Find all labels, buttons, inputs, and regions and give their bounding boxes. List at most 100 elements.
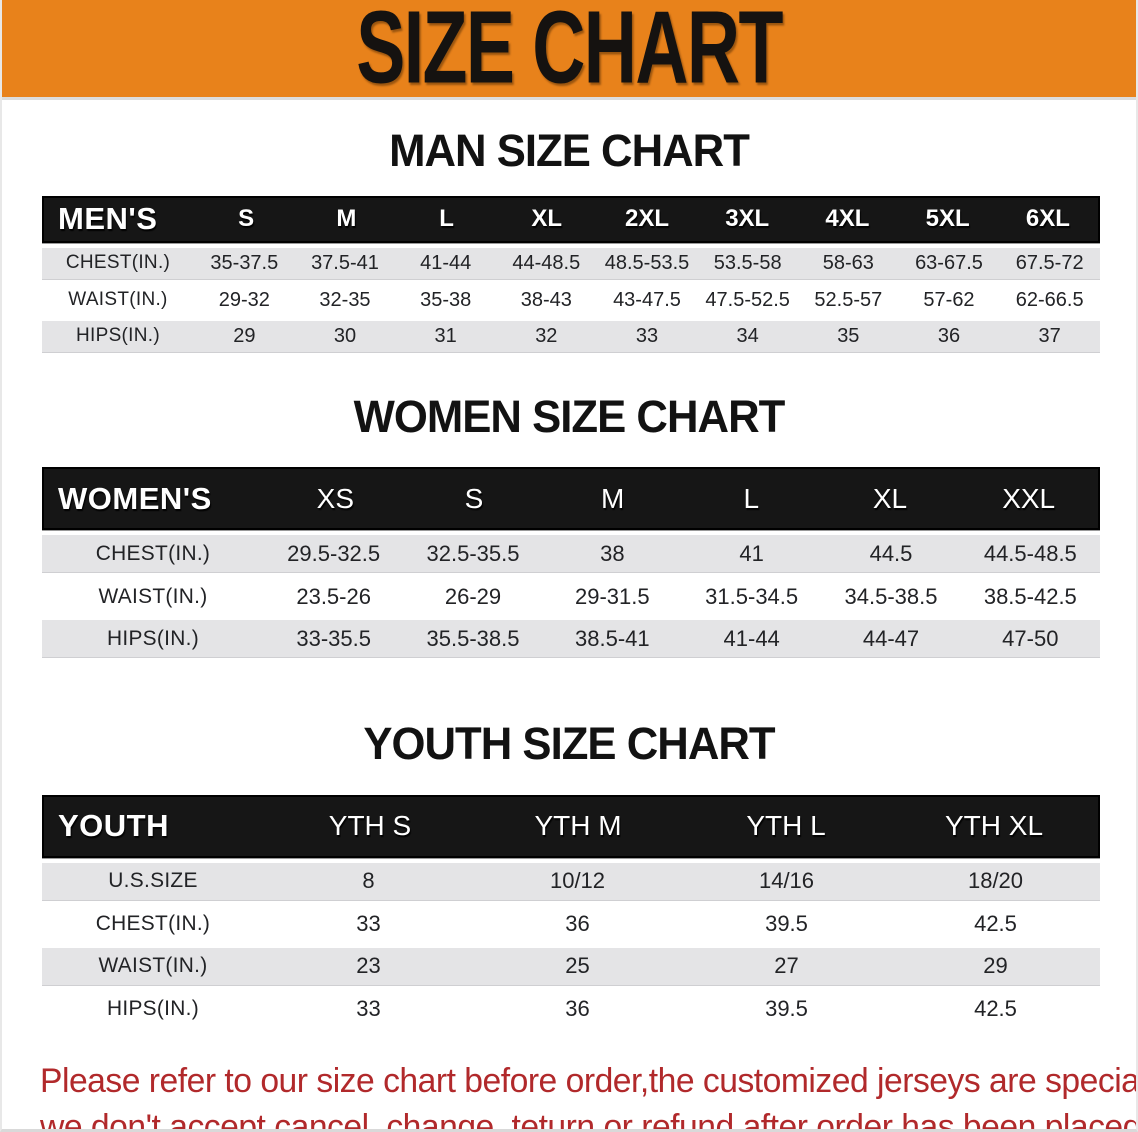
section-women: WOMEN SIZE CHART WOMEN'S XS S M L XL XXL CHEST(… <box>2 358 1136 658</box>
size-value-cell: 44-48.5 <box>512 251 581 274</box>
column-header: S <box>464 482 484 514</box>
size-value-cell: 63-67.5 <box>915 251 983 274</box>
size-value-cell: 44.5 <box>869 540 913 566</box>
size-value-cell: 47-50 <box>1002 625 1059 651</box>
column-header: M <box>336 205 357 232</box>
column-header: L <box>743 482 760 514</box>
column-header: XL <box>872 482 908 514</box>
size-value-cell: 14/16 <box>758 868 815 893</box>
size-value-cell: 10/12 <box>549 868 606 893</box>
column-header: XS <box>316 482 354 514</box>
table-header-row: YOUTH YTH S YTH M YTH L YTH XL <box>42 794 1100 858</box>
row-label: HIPS(IN.) <box>106 626 200 650</box>
table-row: WAIST(IN.) 23 25 27 29 <box>42 947 1100 986</box>
size-value-cell: 32-35 <box>319 288 371 311</box>
size-value-cell: 38.5-42.5 <box>983 583 1077 609</box>
size-value-cell: 32.5-35.5 <box>426 540 520 566</box>
section-youth: YOUTH SIZE CHART YOUTH YTH S YTH M YTH L YTH… <box>2 663 1136 1028</box>
table-header-label: MEN'S <box>58 201 158 236</box>
row-label: WAIST(IN.) <box>68 289 168 310</box>
size-value-cell: 31.5-34.5 <box>705 583 799 609</box>
size-value-cell: 35 <box>837 324 860 347</box>
size-value-cell: 31 <box>434 324 457 347</box>
size-value-cell: 27 <box>774 953 799 978</box>
table-header-row: WOMEN'S XS S M L XL XXL <box>42 467 1100 530</box>
column-header: 6XL <box>1025 205 1070 232</box>
size-value-cell: 35.5-38.5 <box>426 625 520 651</box>
size-value-cell: 42.5 <box>974 996 1017 1021</box>
row-label: U.S.SIZE <box>108 869 198 892</box>
size-value-cell: 29-31.5 <box>575 583 650 609</box>
row-label: HIPS(IN.) <box>106 997 200 1020</box>
size-value-cell: 33 <box>356 996 381 1021</box>
column-header: YTH L <box>746 810 826 841</box>
size-value-cell: 18/20 <box>967 868 1024 893</box>
table-row: CHEST(IN.) 29.5-32.5 32.5-35.5 38 41 44.5 44.5… <box>42 535 1100 573</box>
size-value-cell: 62-66.5 <box>1015 288 1084 311</box>
table-row: U.S.SIZE 8 10/12 14/16 18/20 <box>42 862 1100 901</box>
size-value-cell: 53.5-58 <box>713 251 782 274</box>
column-header: YTH M <box>534 810 622 841</box>
table-row: WAIST(IN.) 23.5-26 26-29 29-31.5 31.5-34.5 34… <box>42 578 1100 615</box>
size-value-cell: 47.5-52.5 <box>705 288 790 311</box>
size-value-cell: 37 <box>1038 324 1061 347</box>
disclaimer-line-1: Please refer to our size chart before or… <box>40 1061 1138 1100</box>
women-section-title: WOMEN SIZE CHART <box>353 390 786 442</box>
size-value-cell: 52.5-57 <box>814 288 883 311</box>
page-title: SIZE CHART <box>356 0 783 106</box>
column-header: 4XL <box>825 205 870 232</box>
row-label: WAIST(IN.) <box>98 584 208 608</box>
size-value-cell: 36 <box>937 324 961 347</box>
size-value-cell: 39.5 <box>765 911 808 936</box>
size-value-cell: 26-29 <box>444 583 502 609</box>
row-label: CHEST(IN.) <box>95 541 211 565</box>
column-header: 2XL <box>624 205 669 232</box>
size-value-cell: 42.5 <box>974 911 1017 936</box>
column-header: XL <box>531 205 563 232</box>
section-men: MAN SIZE CHART MEN'S S M L XL 2XL 3XL 4XL 5XL 6XL… <box>2 100 1136 353</box>
size-value-cell: 8 <box>362 868 375 893</box>
size-value-cell: 37.5-41 <box>311 251 379 274</box>
table-header-row: MEN'S S M L XL 2XL 3XL 4XL 5XL 6XL <box>42 195 1100 243</box>
table-header-label: WOMEN'S <box>58 480 212 516</box>
size-value-cell: 32 <box>535 324 558 347</box>
size-value-cell: 38.5-41 <box>575 625 650 651</box>
disclaimer: Please refer to our size chart before or… <box>40 1058 1138 1132</box>
table-row: HIPS(IN.) 33 36 39.5 42.5 <box>42 990 1100 1028</box>
size-value-cell: 33 <box>635 324 659 347</box>
table-row: HIPS(IN.) 29 30 31 32 33 34 35 36 37 <box>42 320 1100 353</box>
men-size-table: MEN'S S M L XL 2XL 3XL 4XL 5XL 6XL CHEST(IN.) 35-37… <box>42 195 1100 353</box>
column-header: S <box>238 205 255 232</box>
size-value-cell: 36 <box>565 996 590 1021</box>
row-label: CHEST(IN.) <box>95 912 211 935</box>
column-header: YTH XL <box>944 810 1044 841</box>
size-value-cell: 48.5-53.5 <box>604 251 690 274</box>
table-row: HIPS(IN.) 33-35.5 35.5-38.5 38.5-41 41-44 44-… <box>42 620 1100 658</box>
size-value-cell: 39.5 <box>765 996 808 1021</box>
size-value-cell: 33 <box>356 911 381 936</box>
youth-size-table: YOUTH YTH S YTH M YTH L YTH XL U.S.SIZE 8 10/12… <box>42 794 1100 1028</box>
size-value-cell: 34 <box>736 324 759 347</box>
youth-section-title: YOUTH SIZE CHART <box>363 718 775 769</box>
table-row: CHEST(IN.) 33 36 39.5 42.5 <box>42 905 1100 943</box>
size-value-cell: 34.5-38.5 <box>844 583 938 609</box>
column-header: 5XL <box>925 205 970 232</box>
size-value-cell: 44-47 <box>862 625 920 651</box>
banner: SIZE CHART <box>2 0 1136 105</box>
size-value-cell: 35-37.5 <box>210 251 279 274</box>
size-value-cell: 58-63 <box>822 251 874 274</box>
size-value-cell: 29 <box>233 324 256 347</box>
size-value-cell: 41-44 <box>420 251 472 274</box>
size-value-cell: 38 <box>600 540 625 566</box>
table-row: WAIST(IN.) 29-32 32-35 35-38 38-43 43-47.5 47.… <box>42 284 1100 316</box>
column-header: 3XL <box>725 205 770 232</box>
men-section-title: MAN SIZE CHART <box>389 125 750 176</box>
table-row: CHEST(IN.) 35-37.5 37.5-41 41-44 44-48.5 48.5… <box>42 247 1100 280</box>
row-label: HIPS(IN.) <box>76 325 160 346</box>
size-value-cell: 30 <box>333 324 357 347</box>
disclaimer-line-2: we don't accept cancel, change, teturn o… <box>40 1108 1138 1132</box>
women-size-table: WOMEN'S XS S M L XL XXL CHEST(IN.) 29.5-32.5 32.5… <box>42 467 1100 658</box>
size-value-cell: 23 <box>356 953 381 978</box>
size-value-cell: 44.5-48.5 <box>983 540 1077 566</box>
size-value-cell: 25 <box>565 953 590 978</box>
